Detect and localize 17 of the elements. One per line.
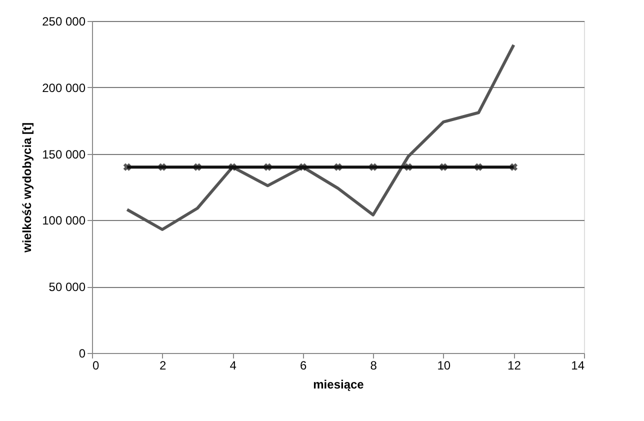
- x-tick-label: 10: [437, 358, 451, 372]
- y-tick-label: 100 000: [42, 214, 86, 228]
- y-tick-label: 0: [78, 346, 86, 360]
- x-tick-label: 0: [92, 358, 100, 372]
- x-tick-label: 4: [230, 358, 237, 372]
- x-tick-label: 14: [571, 358, 585, 372]
- x-tick-label: 12: [508, 358, 522, 372]
- line-series: [126, 43, 516, 231]
- y-tick-label: 200 000: [42, 80, 86, 95]
- y-tick-label: 150 000: [42, 147, 86, 162]
- x-axis-title: miesiące: [313, 378, 364, 392]
- x-tick-label: 8: [370, 358, 378, 372]
- x-tick-label: 6: [300, 358, 308, 372]
- y-axis-title: wielkość wydobycia [t]: [20, 122, 34, 254]
- y-tick-label: 50 000: [48, 280, 86, 294]
- x-tick-label: 2: [159, 358, 166, 372]
- y-tick-label: 250 000: [42, 14, 86, 28]
